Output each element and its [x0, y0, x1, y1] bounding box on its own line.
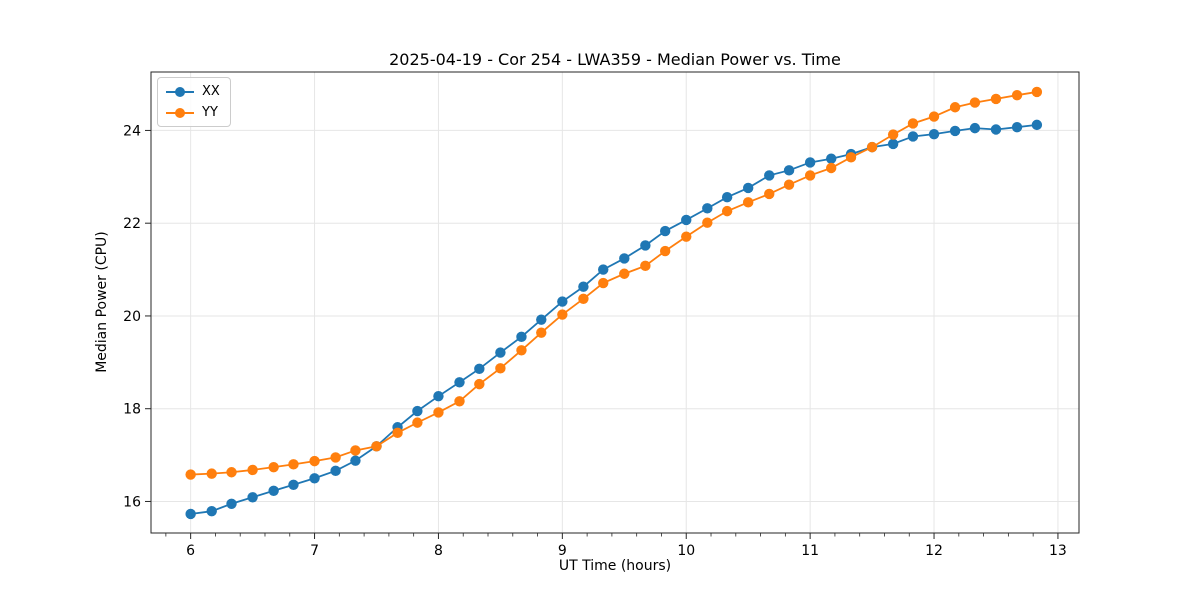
legend-label-yy: YY	[202, 105, 218, 120]
svg-text:11: 11	[801, 543, 819, 559]
svg-text:8: 8	[434, 543, 443, 559]
chart-title: 2025-04-19 - Cor 254 - LWA359 - Median P…	[389, 50, 841, 69]
svg-text:20: 20	[123, 309, 141, 325]
x-axis-label: UT Time (hours)	[558, 558, 672, 574]
svg-text:16: 16	[123, 494, 141, 510]
x-axis-ticks: 6 7 8 9 10 11 12 13	[165, 533, 1067, 559]
legend-swatch-yy-icon	[166, 107, 194, 118]
legend-label-xx: XX	[202, 84, 220, 99]
svg-text:24: 24	[123, 123, 141, 139]
legend: XX YY	[157, 77, 231, 127]
legend-item-yy: YY	[165, 104, 220, 121]
svg-text:13: 13	[1049, 543, 1067, 559]
svg-text:9: 9	[558, 543, 567, 559]
y-axis-ticks: 16 18 20 22 24	[123, 123, 151, 510]
legend-swatch-xx-icon	[166, 86, 194, 97]
gridlines	[151, 72, 1079, 533]
legend-item-xx: XX	[165, 83, 220, 100]
series-xx	[185, 119, 1043, 520]
axes-frame	[150, 71, 1080, 534]
svg-text:18: 18	[123, 402, 141, 418]
svg-text:12: 12	[925, 543, 943, 559]
series-yy	[185, 86, 1043, 480]
svg-text:7: 7	[310, 543, 319, 559]
svg-text:10: 10	[677, 543, 695, 559]
svg-text:6: 6	[186, 543, 195, 559]
y-axis-label: Median Power (CPU)	[94, 231, 110, 373]
svg-text:22: 22	[123, 216, 141, 232]
